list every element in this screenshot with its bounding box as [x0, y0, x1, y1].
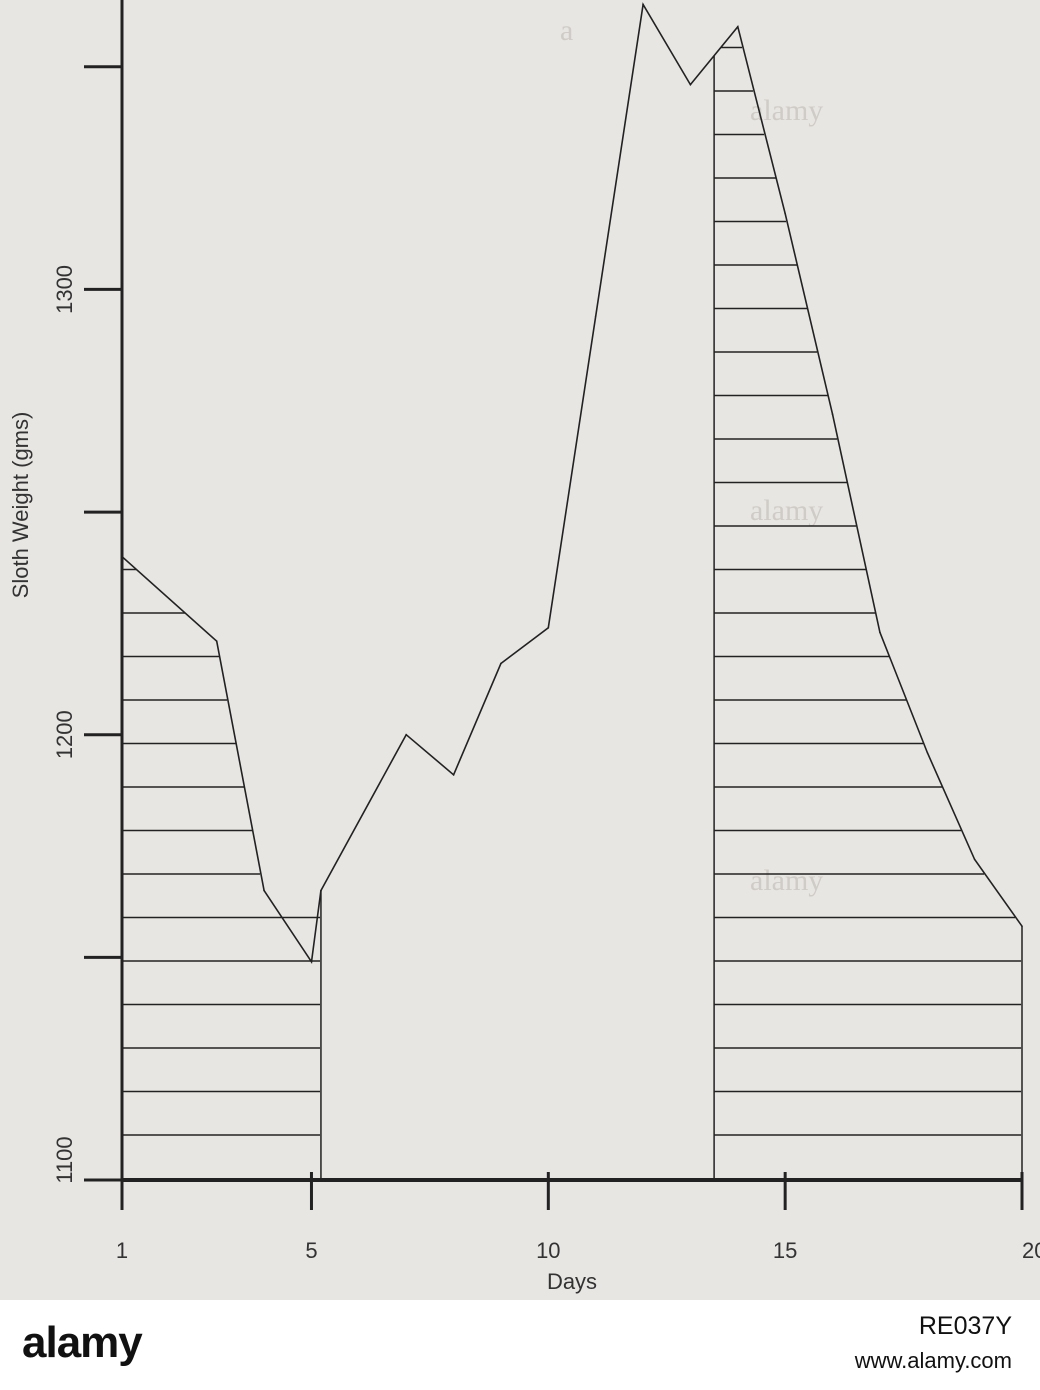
data-point-10 — [594, 315, 597, 317]
series-line — [121, 2, 1023, 965]
data-point-19 — [1021, 925, 1023, 927]
data-point-16 — [879, 631, 881, 634]
data-point-1 — [121, 555, 123, 558]
data-point-17 — [926, 751, 929, 754]
y-tick-label-1200: 1200 — [52, 710, 77, 759]
labels-layer: Days Sloth Weight (gms) — [8, 412, 597, 1294]
y-tick-label-1100: 1100 — [52, 1136, 77, 1183]
watermark-logo: alamy — [22, 1318, 143, 1367]
svg-text:alamy: alamy — [750, 94, 823, 127]
hatch-layer — [122, 46, 1023, 1180]
data-point-14 — [784, 212, 786, 215]
data-point-15 — [831, 413, 834, 415]
series-layer — [121, 2, 1023, 965]
ticks-layer: 15101520110012001300 — [52, 65, 1040, 1263]
image-code: RE037Y — [918, 1312, 1012, 1340]
data-point-5 — [320, 889, 322, 892]
data-point-12 — [689, 83, 692, 86]
footer-bar: alamy RE037Y www.alamy.com — [0, 1300, 1040, 1390]
data-point-9 — [547, 627, 550, 629]
site-url: www.alamy.com — [854, 1348, 1012, 1373]
axes-layer — [120, 0, 1022, 1182]
svg-text:alamy: alamy — [750, 494, 823, 527]
y-axis-label: Sloth Weight (gms) — [8, 412, 33, 599]
chart-area: a alamy alamy alamy 15101520110012001300… — [8, 0, 1040, 1294]
x-tick-label-20: 20 — [1022, 1238, 1040, 1263]
svg-text:a: a — [560, 14, 573, 47]
y-tick-label-1300: 1300 — [52, 265, 77, 314]
data-point-2 — [215, 640, 218, 643]
data-point-13 — [736, 25, 739, 28]
data-point-8 — [500, 662, 502, 665]
data-point-3 — [263, 889, 265, 892]
data-point-18 — [973, 858, 976, 861]
data-point-6 — [405, 733, 408, 736]
data-point-11 — [642, 3, 644, 6]
svg-text:alamy: alamy — [750, 864, 823, 897]
data-point-7 — [452, 773, 455, 776]
background-text: a alamy alamy alamy — [560, 14, 823, 897]
x-tick-label-5: 5 — [305, 1238, 317, 1263]
x-tick-label-15: 15 — [773, 1238, 797, 1263]
x-axis-label: Days — [547, 1269, 597, 1294]
x-tick-label-1: 1 — [116, 1238, 128, 1263]
data-point-4 — [310, 961, 313, 963]
chart-svg: a alamy alamy alamy 15101520110012001300… — [8, 0, 1040, 1294]
x-tick-label-10: 10 — [536, 1238, 560, 1263]
